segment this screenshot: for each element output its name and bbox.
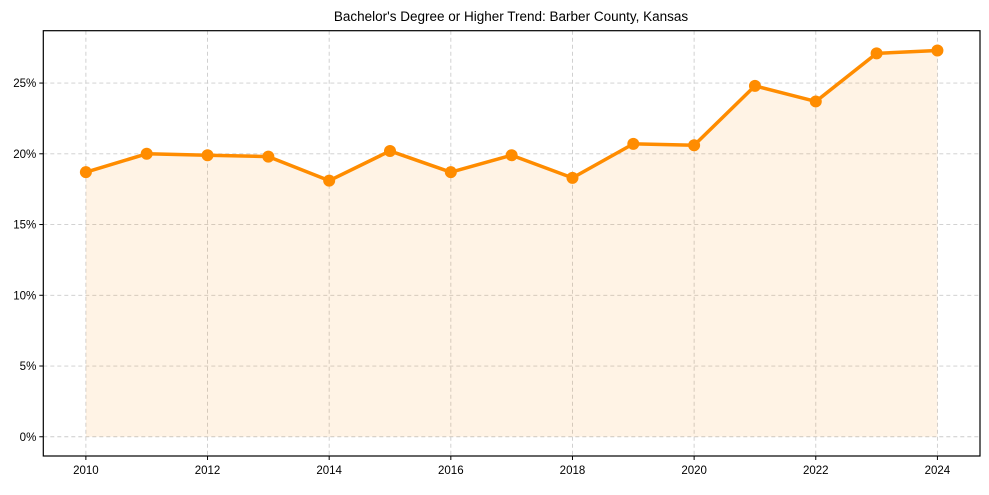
x-tick-label: 2022	[803, 465, 829, 477]
data-point-marker	[566, 171, 579, 184]
data-point-marker	[870, 47, 883, 60]
y-tick-label: 10%	[13, 290, 36, 302]
y-tick-label: 20%	[13, 149, 36, 161]
data-point-marker	[688, 139, 701, 152]
x-tick-label: 2018	[560, 465, 586, 477]
data-markers	[79, 44, 944, 187]
data-point-marker	[809, 95, 822, 108]
x-tick-label: 2020	[681, 465, 707, 477]
data-point-marker	[323, 174, 336, 187]
data-point-marker	[627, 137, 640, 150]
x-tick-label: 2012	[195, 465, 221, 477]
data-point-marker	[384, 144, 397, 157]
data-point-marker	[79, 166, 92, 179]
x-axis-ticks: 2010 2012 2014 2016 2018 2020 2022 2024	[73, 456, 951, 477]
y-tick-label: 5%	[20, 361, 37, 373]
axes-frame	[42, 30, 981, 457]
data-point-marker	[444, 166, 457, 179]
y-axis-ticks: 0% 5% 10% 15% 20% 25%	[13, 78, 44, 444]
area-under-line	[85, 50, 938, 437]
y-tick-label: 0%	[20, 432, 37, 444]
x-tick-label: 2014	[316, 465, 342, 477]
data-point-marker	[748, 79, 761, 92]
y-tick-label: 15%	[13, 220, 36, 232]
x-tick-label: 2010	[73, 465, 99, 477]
data-point-marker	[505, 149, 518, 162]
data-point-marker	[262, 150, 275, 163]
data-point-marker	[931, 44, 944, 57]
y-tick-label: 25%	[13, 78, 36, 90]
data-point-marker	[201, 149, 214, 162]
x-tick-label: 2016	[438, 465, 464, 477]
x-tick-label: 2024	[925, 465, 951, 477]
area-fill	[85, 50, 938, 437]
chart-title: Bachelor's Degree or Higher Trend: Barbe…	[334, 9, 689, 24]
data-point-marker	[140, 147, 153, 160]
gridlines	[43, 30, 980, 456]
